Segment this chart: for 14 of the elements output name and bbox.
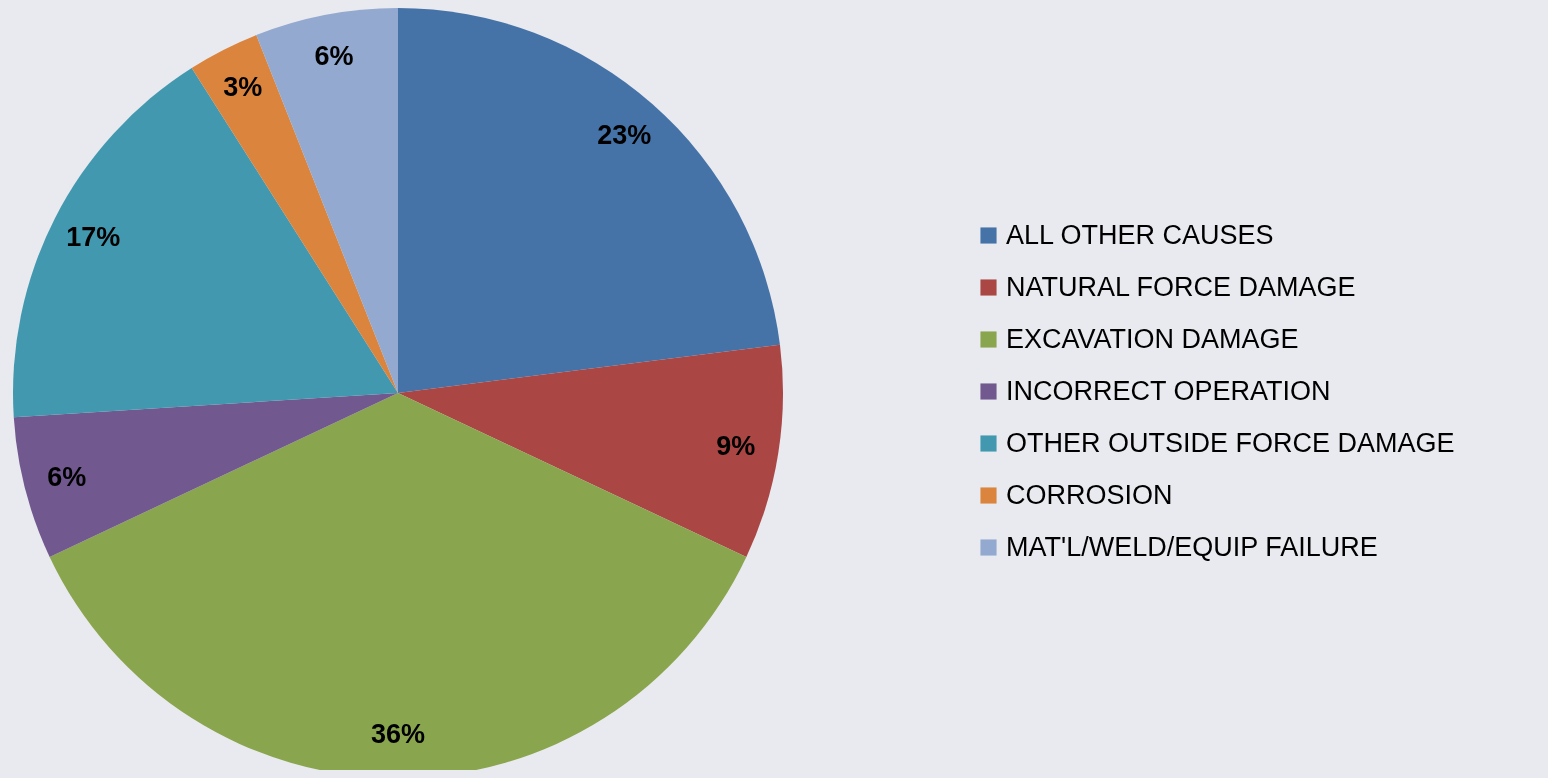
legend-label: OTHER OUTSIDE FORCE DAMAGE (1006, 427, 1455, 458)
data-label: 6% (47, 462, 87, 493)
data-label: 17% (66, 221, 121, 252)
data-label: 36% (370, 719, 426, 749)
data-label: 3% (223, 72, 263, 103)
legend-label: CORROSION (1006, 479, 1173, 510)
data-label: 6% (314, 41, 354, 72)
data-label: 9% (716, 430, 756, 461)
legend-label: ALL OTHER CAUSES (1006, 219, 1274, 250)
legend-label: NATURAL FORCE DAMAGE (1006, 271, 1356, 302)
legend-label: INCORRECT OPERATION (1006, 375, 1331, 406)
legend-label: MAT'L/WELD/EQUIP FAILURE (1006, 531, 1378, 562)
data-label: 23% (597, 120, 652, 151)
legend-label: EXCAVATION DAMAGE (1006, 323, 1299, 354)
